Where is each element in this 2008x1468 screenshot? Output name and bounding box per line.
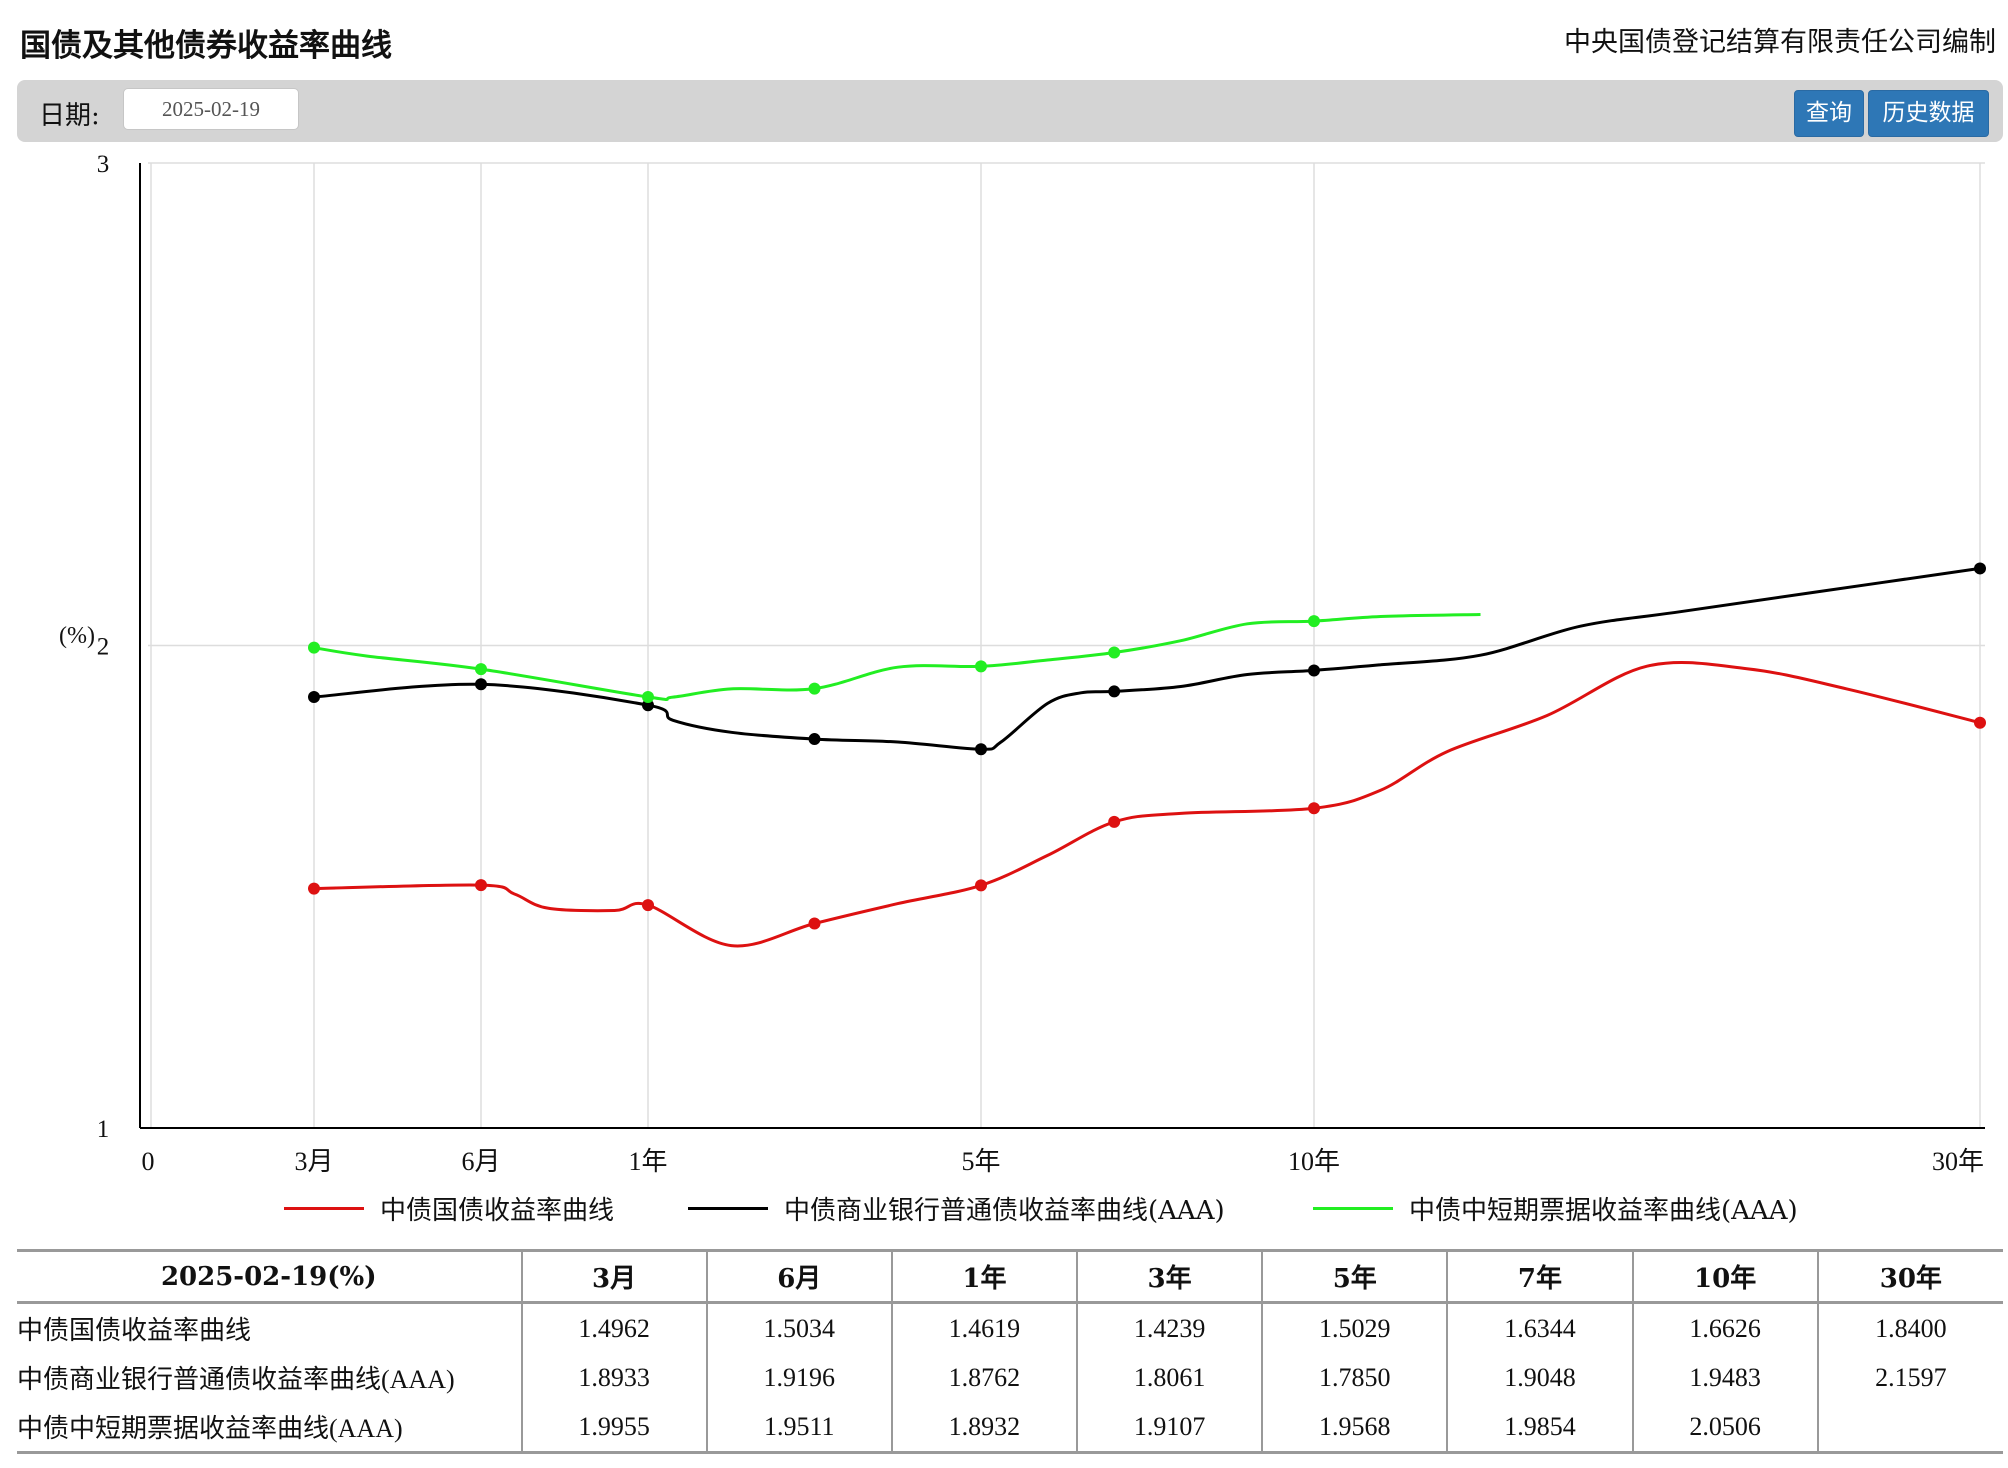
data-point-notes	[808, 682, 821, 695]
data-point-treasury	[1108, 815, 1121, 828]
x-tick-label: 5年	[961, 1147, 1000, 1176]
legend-item-bank[interactable]: 中债商业银行普通债收益率曲线(AAA)	[688, 1188, 1225, 1228]
row-name: 中债国债收益率曲线	[17, 1316, 252, 1345]
x-tick-label: 6月	[461, 1147, 500, 1176]
legend-line-treasury	[284, 1206, 364, 1210]
series-line-treasury	[313, 661, 1981, 948]
chart-legend: 中债国债收益率曲线 中债商业银行普通债收益率曲线(AAA) 中债中短期票据收益率…	[0, 1188, 2008, 1228]
data-point-treasury	[475, 879, 487, 892]
column-header: 30年	[1816, 1249, 2003, 1304]
legend-line-notes	[1313, 1206, 1393, 1210]
data-point-bank	[975, 743, 987, 756]
column-header: 1年	[890, 1249, 1078, 1304]
table-cell: 1.9196	[705, 1353, 892, 1402]
column-header: 7年	[1446, 1249, 1633, 1304]
table-header-row: 2025-02-19(%) 3月 6月 1年 3年 5年 7年 10年 30年	[17, 1249, 2003, 1304]
data-point-treasury	[975, 879, 987, 892]
chart-canvas: 1 2 3 (%) 0 3月 6月 1年 5年 10年 30年	[59, 151, 1986, 1176]
data-point-treasury	[808, 917, 821, 930]
y-tick-label: 3	[97, 151, 110, 178]
x-tick-label: 3月	[294, 1147, 333, 1176]
legend-label-notes: 中债中短期票据收益率曲线(AAA)	[1409, 1195, 1798, 1226]
legend-label-treasury: 中债国债收益率曲线	[380, 1195, 615, 1226]
table-cell: 1.4619	[890, 1302, 1078, 1353]
data-point-notes	[308, 641, 320, 654]
column-header: 3年	[1076, 1249, 1263, 1304]
table-corner-header: 2025-02-19(%)	[17, 1249, 522, 1304]
yield-table: 2025-02-19(%) 3月 6月 1年 3年 5年 7年 10年 30年 …	[17, 1249, 2003, 1454]
x-tick-label: 1年	[628, 1147, 667, 1176]
column-header: 3月	[520, 1249, 707, 1304]
publisher-note: 中央国债登记结算有限责任公司编制	[1564, 27, 1996, 58]
table-cell: 1.9107	[1076, 1402, 1263, 1454]
table-cell: 1.6626	[1631, 1302, 1818, 1353]
data-point-bank	[308, 690, 320, 703]
table-cell: 1.9048	[1446, 1353, 1633, 1402]
data-point-bank	[808, 733, 821, 746]
table-cell: 1.8762	[890, 1353, 1078, 1402]
table-row: 中债国债收益率曲线 1.4962 1.5034 1.4619 1.4239 1.…	[17, 1302, 2003, 1353]
x-tick-label: 0	[142, 1147, 155, 1176]
x-tick-label: 10年	[1288, 1147, 1340, 1176]
date-label: 日期:	[39, 101, 100, 131]
row-name: 中债商业银行普通债收益率曲线(AAA)	[17, 1365, 455, 1394]
table-cell: 1.9483	[1631, 1353, 1818, 1402]
page-title: 国债及其他债券收益率曲线	[20, 28, 392, 64]
data-point-notes	[1308, 615, 1320, 628]
data-point-notes	[975, 660, 987, 673]
legend-label-bank: 中债商业银行普通债收益率曲线(AAA)	[784, 1195, 1225, 1226]
table-cell: 1.8400	[1816, 1302, 2003, 1353]
column-header: 5年	[1261, 1249, 1448, 1304]
table-cell: 1.4962	[520, 1302, 707, 1353]
table-cell: 1.9511	[705, 1402, 892, 1454]
data-point-notes	[642, 691, 654, 704]
table-cell: 1.6344	[1446, 1302, 1633, 1353]
history-data-button[interactable]: 历史数据	[1868, 90, 1989, 137]
data-point-bank	[1974, 562, 1986, 575]
data-point-notes	[475, 663, 487, 676]
table-cell: 1.5029	[1261, 1302, 1448, 1353]
table-row: 中债商业银行普通债收益率曲线(AAA) 1.8933 1.9196 1.8762…	[17, 1353, 2003, 1402]
table-cell: 1.8933	[520, 1353, 707, 1402]
table-cell: 1.9955	[520, 1402, 707, 1454]
data-point-bank	[642, 699, 654, 712]
y-axis-label: (%)	[59, 623, 95, 649]
yield-curve-chart: 1 2 3 (%) 0 3月 6月 1年 5年 10年 30年	[0, 150, 2008, 1184]
data-point-notes	[1108, 646, 1121, 659]
table-cell: 1.7850	[1261, 1353, 1448, 1402]
query-button[interactable]: 查询	[1794, 90, 1864, 137]
data-point-treasury	[308, 882, 320, 895]
table-cell: 1.9854	[1446, 1402, 1633, 1454]
data-point-bank	[475, 678, 487, 691]
y-tick-label: 2	[97, 634, 110, 661]
column-header: 10年	[1631, 1249, 1818, 1304]
table-cell: 1.5034	[705, 1302, 892, 1353]
series-line-notes	[313, 613, 1481, 701]
date-input[interactable]	[123, 88, 299, 130]
table-row: 中债中短期票据收益率曲线(AAA) 1.9955 1.9511 1.8932 1…	[17, 1402, 2003, 1454]
x-tick-label: 30年	[1932, 1147, 1984, 1176]
y-tick-label: 1	[97, 1116, 110, 1143]
data-point-bank	[1108, 685, 1121, 698]
table-cell: 1.9568	[1261, 1402, 1448, 1454]
legend-line-bank	[688, 1206, 768, 1210]
table-cell: 1.8061	[1076, 1353, 1263, 1402]
data-point-treasury	[1974, 716, 1986, 729]
data-point-treasury	[642, 899, 654, 912]
table-cell	[1816, 1402, 2003, 1454]
table-cell: 2.0506	[1631, 1402, 1818, 1454]
data-point-bank	[1308, 664, 1320, 677]
row-name: 中债中短期票据收益率曲线(AAA)	[17, 1402, 522, 1454]
query-toolbar: 日期: 查询 历史数据	[17, 80, 2003, 142]
column-header: 6月	[705, 1249, 892, 1304]
page-header: 国债及其他债券收益率曲线 中央国债登记结算有限责任公司编制	[0, 0, 2008, 80]
data-point-treasury	[1308, 802, 1320, 815]
series-line-bank	[313, 566, 1981, 751]
table-cell: 1.4239	[1076, 1302, 1263, 1353]
table-cell: 1.8932	[890, 1402, 1078, 1454]
legend-item-notes[interactable]: 中债中短期票据收益率曲线(AAA)	[1313, 1188, 1798, 1228]
legend-item-treasury[interactable]: 中债国债收益率曲线	[284, 1188, 614, 1228]
table-cell: 2.1597	[1816, 1353, 2003, 1402]
